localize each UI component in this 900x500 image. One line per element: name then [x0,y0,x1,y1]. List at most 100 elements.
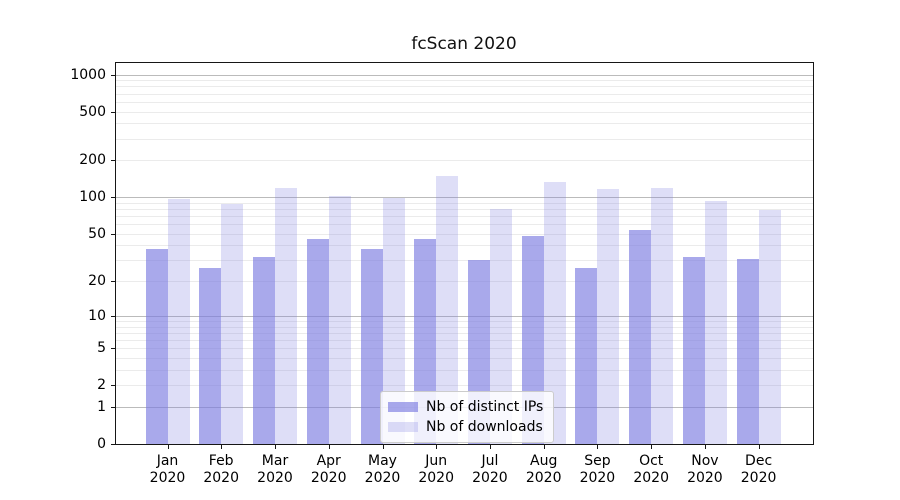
y-tick-label: 50 [88,225,106,242]
y-tick-label: 5 [97,340,106,357]
x-tick-label: Aug 2020 [525,453,562,486]
y-tick-label: 2 [97,377,106,394]
gridline [116,216,813,217]
x-tick-label: Nov 2020 [687,453,723,486]
gridline [116,233,813,235]
x-tick [167,445,169,449]
chart-title: fcScan 2020 [411,34,517,54]
x-tick [597,445,599,449]
bar-downloads-apr [328,196,351,444]
bar-downloads-jul [489,209,512,444]
bar-ips-oct [629,229,652,444]
x-tick [275,445,276,449]
bar-downloads-aug [543,182,566,444]
x-tick-label: Jul 2020 [472,453,508,486]
gridline [116,202,813,204]
gridline [116,332,813,334]
gridline [116,111,813,113]
gridline [116,197,813,199]
y-tick-label: 100 [79,189,106,206]
gridline [116,339,813,341]
y-tick [111,160,115,162]
legend: Nb of distinct IPs Nb of downloads [380,391,555,443]
y-tick [111,406,115,408]
gridline [116,326,813,328]
bar-downloads-dec [758,210,781,444]
gridline [116,357,813,359]
legend-swatch-distinct-ips [388,402,418,412]
y-tick [111,385,115,387]
x-tick-label: May 2020 [364,453,401,486]
bar-downloads-feb [221,203,244,444]
x-tick-label: Feb 2020 [203,453,239,486]
y-tick-label: 500 [79,103,106,120]
y-tick-label: 20 [88,273,106,290]
y-tick [111,233,115,235]
gridline [116,209,813,210]
legend-item-downloads: Nb of downloads [388,417,543,437]
bar-ips-mar [253,257,275,444]
bar-ips-apr [306,239,329,444]
y-tick [111,444,115,445]
bar-downloads-jun [436,175,459,444]
gridline [116,74,813,76]
gridline [116,281,813,283]
bar-downloads-may [382,197,405,444]
x-tick [328,445,330,449]
x-tick-label: Jan 2020 [149,453,186,486]
x-tick-label: Oct 2020 [633,453,669,486]
gridline [116,80,813,82]
x-tick [651,445,653,449]
y-tick-label: 1 [97,398,106,415]
y-tick [111,74,115,76]
x-tick [221,445,223,449]
y-tick [111,315,115,317]
y-tick-label: 0 [97,436,106,452]
gridline [116,101,813,103]
legend-label-distinct-ips: Nb of distinct IPs [426,399,544,415]
gridline [116,138,813,140]
gridline [116,224,813,226]
legend-swatch-downloads [388,422,418,432]
x-tick [543,445,545,449]
bar-ips-jan [145,249,168,444]
legend-item-distinct-ips: Nb of distinct IPs [388,397,543,417]
x-tick [758,445,760,449]
bar-ips-nov [682,257,705,444]
y-tick-label: 1000 [70,66,106,83]
x-tick [436,445,438,449]
y-tick-label: 200 [79,152,106,169]
legend-label-downloads: Nb of downloads [426,419,543,435]
bar-ips-may [360,249,383,444]
bar-ips-dec [736,258,759,444]
x-tick [489,445,491,449]
y-tick [111,348,115,350]
bar-ips-sep [575,267,598,444]
gridline [116,315,813,317]
y-tick [111,197,115,199]
gridline [116,93,813,95]
gridline [116,123,813,125]
x-tick [382,445,384,449]
plot-area: 1000 500 200 100 50 20 10 5 2 1 0 Jan 2020 Feb 2020 Mar… [70,62,814,486]
x-tick-label: Dec 2020 [740,453,777,486]
gridline [116,385,813,387]
x-tick-label: Mar 2020 [257,453,293,486]
bar-downloads-nov [704,201,727,444]
gridline [116,320,813,322]
gridline [116,160,813,162]
bar-ips-feb [199,267,222,444]
y-tick-label: 10 [88,307,106,324]
bar-downloads-jan [167,199,190,444]
bar-downloads-oct [651,187,674,444]
y-tick [111,281,115,283]
gridline [116,245,813,247]
gridline [116,86,813,88]
x-tick-label: Jun 2020 [418,453,454,486]
gridline [116,348,813,350]
bar-downloads-mar [275,188,297,444]
gridline [116,369,813,371]
gridline [116,260,813,262]
x-tick-label: Apr 2020 [310,453,347,486]
